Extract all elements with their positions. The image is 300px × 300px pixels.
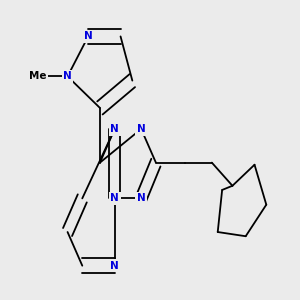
Text: N: N — [110, 261, 119, 271]
Text: Me: Me — [29, 71, 47, 81]
Text: N: N — [110, 124, 119, 134]
Text: N: N — [110, 194, 119, 203]
Text: N: N — [137, 194, 146, 203]
Text: N: N — [84, 32, 92, 41]
Text: N: N — [137, 124, 146, 134]
Text: N: N — [63, 71, 72, 81]
